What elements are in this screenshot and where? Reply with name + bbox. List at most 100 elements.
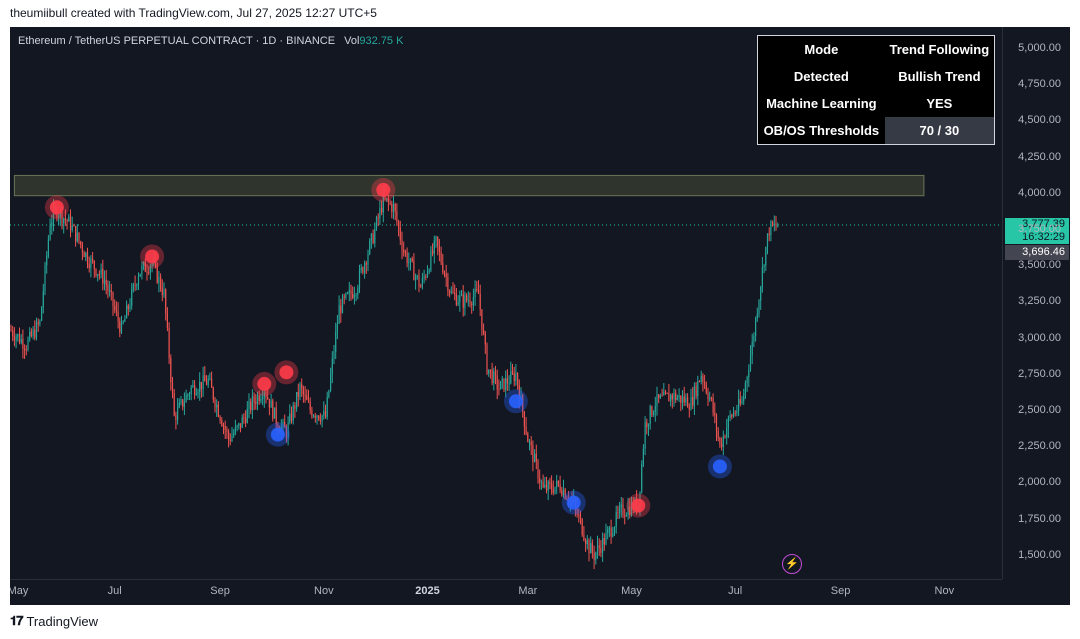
chart-panel[interactable]: Ethereum / TetherUS PERPETUAL CONTRACT ·… [10, 27, 1070, 605]
lightning-icon[interactable]: ⚡ [782, 554, 802, 574]
candle-body [506, 378, 508, 384]
x-tick-label: Jul [728, 585, 743, 597]
candle-body [163, 289, 165, 296]
candle-body [469, 300, 471, 304]
candle-body [58, 216, 60, 218]
candle-body [100, 268, 102, 275]
time-axis[interactable]: May Jul Sep Nov 2025 Mar May Jul Sep Nov [10, 579, 1002, 605]
candle-body [704, 382, 706, 385]
candle-body [438, 246, 440, 252]
candle-body [425, 276, 427, 278]
candle-body [47, 239, 49, 256]
y-tick-label: 2,000.00 [1018, 476, 1061, 489]
info-value: Trend Following [884, 36, 994, 63]
candle-body [296, 391, 298, 409]
candle-body [411, 258, 413, 262]
candle-body [137, 276, 140, 285]
candle-body [205, 381, 208, 385]
candle-body [182, 399, 184, 407]
buy-signal-marker [508, 394, 523, 409]
candle-body [670, 394, 672, 402]
price-axis[interactable]: 3,777.39 16:32:29 3,696.46 5,000.00 4,750… [1002, 27, 1070, 579]
candle-body [744, 382, 746, 395]
candle-body [236, 425, 238, 427]
candle-body [93, 261, 95, 269]
candle-body [343, 296, 345, 298]
candle-body [180, 399, 182, 403]
candle-body [581, 519, 583, 536]
candle-body [625, 515, 627, 517]
y-tick-label: 2,250.00 [1018, 440, 1061, 453]
candle-body [702, 375, 704, 383]
candle-body [330, 374, 332, 391]
x-tick-label: May [10, 585, 29, 597]
candle-body [381, 207, 383, 213]
candle-body [10, 330, 12, 332]
candle-body [460, 294, 463, 296]
info-row-detected: Detected Bullish Trend [758, 63, 994, 90]
candle-body [731, 414, 733, 417]
candle-body [318, 415, 320, 420]
candle-body [243, 417, 245, 419]
candle-body [83, 252, 85, 258]
candle-body [761, 267, 763, 288]
candle-body [69, 216, 72, 231]
candle-body [299, 384, 301, 397]
x-tick-label: Nov [934, 585, 955, 597]
candle-body [175, 415, 177, 421]
candle-body [590, 543, 592, 554]
candle-body [566, 498, 568, 500]
candle-body [712, 397, 714, 413]
candle-body [115, 309, 117, 312]
candle-body [724, 436, 726, 438]
candle-body [272, 400, 274, 419]
candle-body [219, 416, 221, 421]
candle-body [268, 398, 270, 408]
candle-body [530, 441, 532, 446]
candle-body [561, 490, 563, 496]
y-tick-label: 4,250.00 [1018, 150, 1061, 163]
candle-body [238, 423, 240, 426]
candle-body [773, 223, 775, 226]
candle-body [398, 221, 400, 228]
candle-body [591, 543, 593, 553]
candle-body [647, 423, 650, 428]
plot-area[interactable] [10, 27, 1002, 579]
y-tick-label: 3,750.00 [1018, 223, 1061, 235]
candle-body [328, 390, 330, 398]
candle-body [297, 391, 299, 397]
candle-body [173, 392, 175, 416]
candle-body [187, 394, 189, 396]
candle-body [313, 415, 315, 417]
candle-body [358, 270, 361, 288]
candle-body [501, 378, 503, 382]
candle-body [345, 293, 347, 298]
candle-body [63, 218, 65, 224]
candle-body [445, 274, 447, 278]
candle-body [588, 540, 590, 554]
candle-body [265, 392, 267, 397]
candle-body [251, 396, 253, 411]
sell-signal-marker [257, 376, 272, 391]
candle-body [481, 309, 483, 330]
candle-body [624, 515, 626, 517]
candle-body [68, 216, 70, 222]
candle-body [75, 226, 77, 242]
candle-body [513, 372, 515, 381]
candle-body [755, 318, 757, 337]
candle-body [165, 289, 167, 314]
candle-body [763, 265, 765, 268]
candle-body [467, 300, 469, 302]
candle-body [511, 371, 514, 373]
x-tick-label: 2025 [415, 585, 440, 597]
candle-body [455, 294, 457, 305]
candle-body [435, 236, 437, 241]
candle-body [420, 286, 422, 288]
candle-body [158, 276, 160, 283]
candle-body [51, 222, 53, 226]
candle-body [233, 433, 235, 436]
candle-body [289, 413, 291, 423]
candle-body [277, 424, 279, 431]
candle-body [642, 448, 644, 465]
info-value: 70 / 30 [884, 117, 994, 144]
